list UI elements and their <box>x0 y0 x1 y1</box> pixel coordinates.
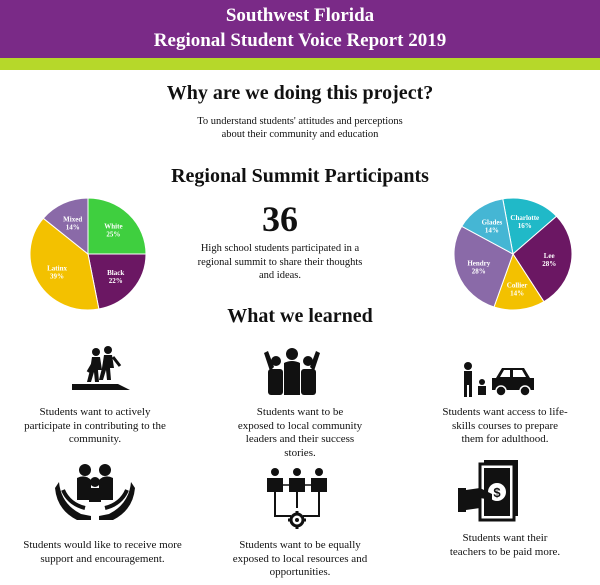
learned-item-2: Students want to be exposed to local com… <box>205 406 395 460</box>
learned-item-1-line1: Students want to actively <box>39 406 151 418</box>
report-title-line1: Southwest Florida <box>225 5 375 26</box>
pie-slice-latinx <box>29 217 100 311</box>
car-mechanic-icon <box>464 362 534 397</box>
summit-description: High school students participated in a r… <box>182 242 378 283</box>
pie-label-hendry: Hendry <box>467 259 490 267</box>
pie-slice-black <box>87 253 147 310</box>
learned-item-2-line2: exposed to local community <box>237 419 363 432</box>
why-text-line1: To understand students' attitudes and pe… <box>197 116 403 127</box>
report-header: Southwest Florida Regional Student Voice… <box>0 0 600 58</box>
network-gear-icon <box>267 468 327 529</box>
pie-slice-charlotte <box>502 197 558 255</box>
learned-item-2-line1: Students want to be <box>256 406 344 418</box>
why-text-line2: about their community and education <box>221 129 379 140</box>
pie-label-lee: Lee <box>544 252 555 260</box>
pie-value-hendry: 28% <box>472 267 486 275</box>
pie-label-charlotte: Charlotte <box>510 214 539 222</box>
pie-label-latinx: Latinx <box>47 265 67 273</box>
pie-value-black: 22% <box>109 277 123 285</box>
pie-label-black: Black <box>107 269 124 277</box>
learned-item-1: Students want to actively participate in… <box>0 406 190 447</box>
learned-item-3-line3: them for adulthood. <box>461 433 549 445</box>
learned-item-4-line2: support and encouragement. <box>40 552 165 565</box>
learned-item-5-line2: exposed to local resources and <box>232 552 368 565</box>
family-hands-icon <box>55 464 135 520</box>
summit-text-line1: High school students participated in a <box>200 243 360 254</box>
pie-slice-mixed <box>42 197 89 256</box>
participant-count: 36 <box>262 199 298 239</box>
summit-text-line3: and ideas. <box>259 270 301 281</box>
pie-label-mixed: Mixed <box>63 216 82 224</box>
learned-item-4: Students would like to receive more supp… <box>0 539 205 566</box>
pie-slice-lee <box>512 215 573 303</box>
learned-item-3-line2: skills courses to prepare <box>452 419 558 432</box>
learned-item-2-line4: stories. <box>284 446 316 459</box>
learned-item-6: Students want their teachers to be paid … <box>410 532 600 559</box>
pie-value-lee: 28% <box>542 260 556 268</box>
pie-value-latinx: 39% <box>50 273 64 281</box>
learned-item-5-line3: opportunities. <box>269 566 331 578</box>
learned-item-1-line3: community. <box>68 433 122 445</box>
why-title: Why are we doing this project? <box>166 82 434 104</box>
pie-value-white: 25% <box>106 230 120 238</box>
learned-item-3: Students want access to life- skills cou… <box>410 406 600 447</box>
learned-item-3-line1: Students want access to life- <box>442 406 568 418</box>
summit-title: Regional Summit Participants <box>171 165 429 187</box>
pie-value-mixed: 14% <box>66 224 80 232</box>
learned-item-6-line2: teachers to be paid more. <box>449 545 561 558</box>
learned-title: What we learned <box>227 305 373 327</box>
pie-label-white: White <box>104 222 122 230</box>
accent-bar <box>0 58 600 70</box>
learned-item-2-line3: leaders and their success <box>245 433 355 445</box>
pie-value-glades: 14% <box>485 227 499 235</box>
county-pie-chart: Charlotte16%Lee28%Collier14%Hendry28%Gla… <box>453 197 573 311</box>
pie-value-charlotte: 16% <box>518 222 532 230</box>
pie-slice-glades <box>461 198 514 255</box>
pie-slice-white <box>87 197 147 255</box>
svg-text:$: $ <box>493 485 501 500</box>
report-title-line2: Regional Student Voice Report 2019 <box>153 30 447 51</box>
pie-slice-collier <box>493 252 545 311</box>
pie-label-collier: Collier <box>507 282 528 290</box>
pie-value-collier: 14% <box>510 290 524 298</box>
pie-label-glades: Glades <box>482 219 503 227</box>
learned-item-5: Students want to be equally exposed to l… <box>200 539 400 580</box>
learned-item-4-line1: Students would like to receive more <box>23 539 182 551</box>
money-hand-icon: $ <box>458 460 518 522</box>
learned-item-5-line1: Students want to be equally <box>239 539 361 551</box>
learned-item-1-line2: participate in contributing to the <box>24 419 166 432</box>
summit-text-line2: regional summit to share their thoughts <box>197 256 363 268</box>
learned-item-6-line1: Students want their <box>462 532 548 544</box>
group-leaders-icon <box>264 348 320 395</box>
walking-people-icon <box>72 346 130 390</box>
why-text: To understand students' attitudes and pe… <box>150 115 450 141</box>
